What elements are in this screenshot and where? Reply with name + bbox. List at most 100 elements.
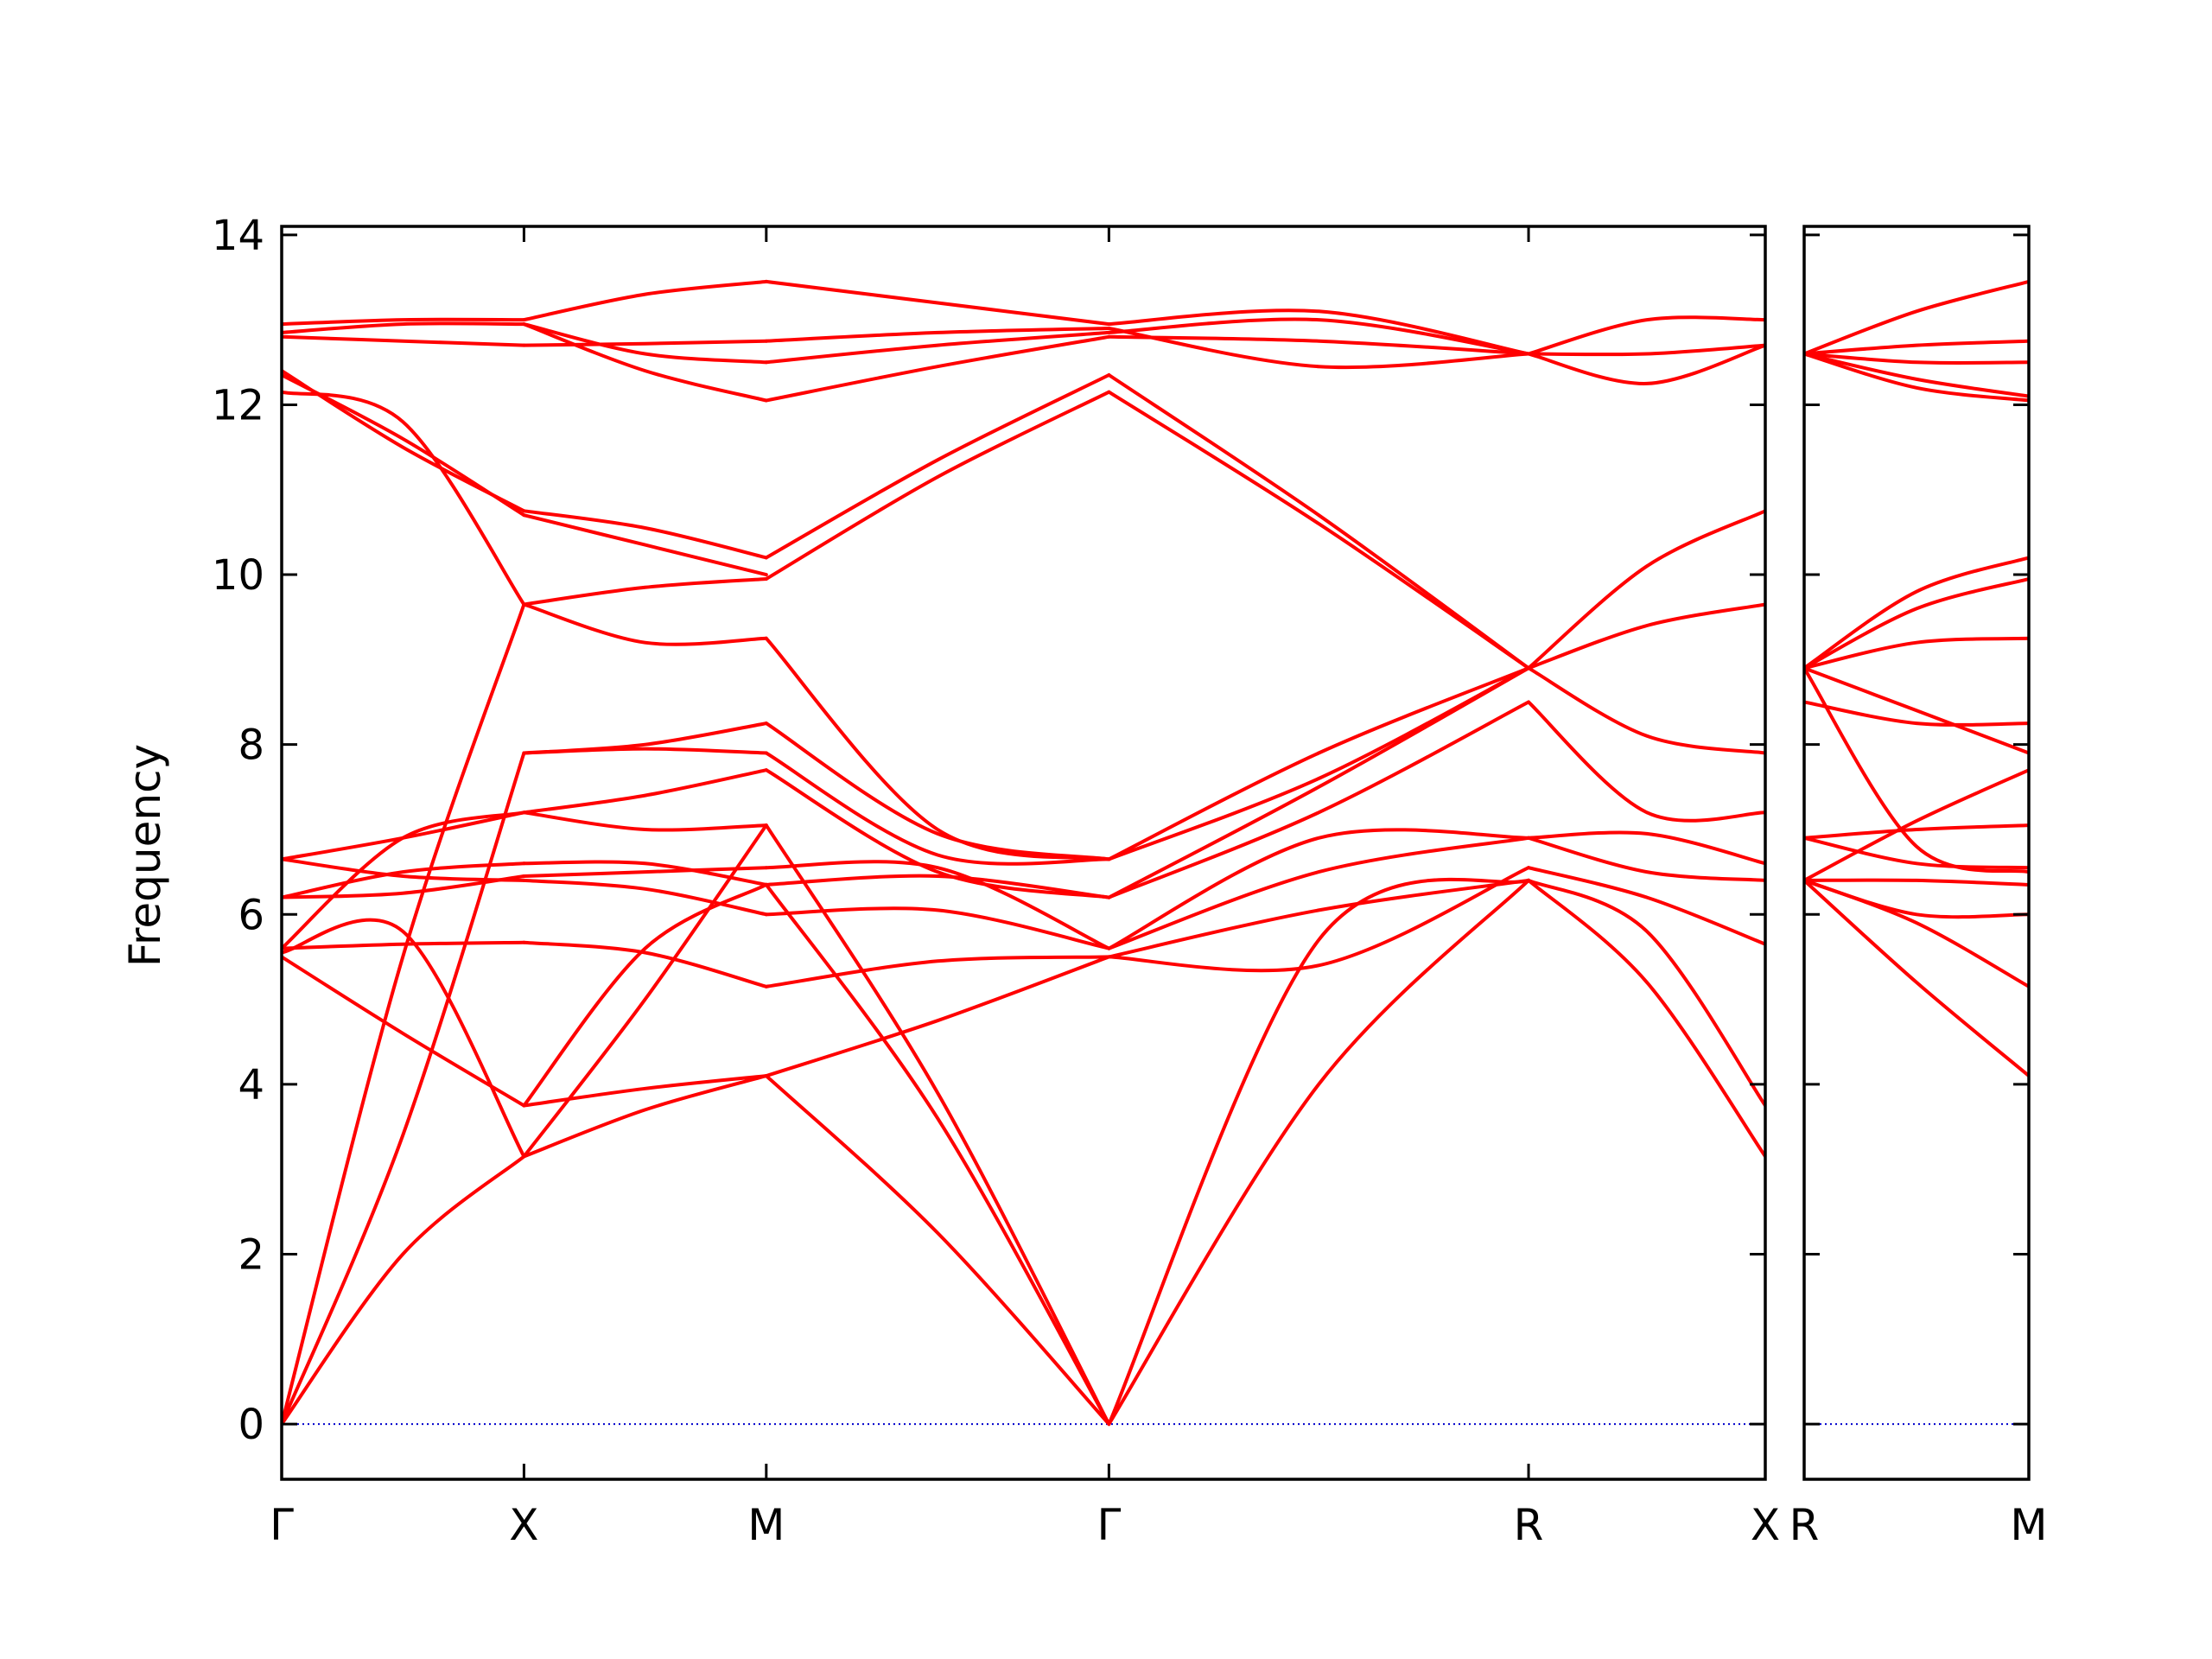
x-tick-label: X: [509, 1500, 538, 1550]
band-line-Γ-X-16: [282, 321, 526, 334]
band-line-R-M-16: [1804, 352, 2029, 403]
band-line-Γ-R-16: [1107, 308, 1530, 356]
band-line-R-X-12: [1527, 315, 1765, 356]
band-line-R-M-6: [1804, 823, 2029, 840]
band-line-R-X-7: [1527, 666, 1765, 755]
band-line-R-M-14: [1804, 339, 2029, 356]
band-line-M-Γ-2: [764, 955, 1111, 1078]
band-line-R-M-5: [1804, 836, 2029, 870]
y-tick-label: 6: [238, 891, 264, 939]
band-line-X-M-8: [522, 860, 768, 887]
band-line-M-Γ-18: [764, 279, 1111, 327]
band-line-Γ-R-2: [1107, 877, 1530, 1427]
band-line-R-X-2: [1527, 878, 1765, 1108]
x-tick-label: Γ: [1096, 1500, 1121, 1550]
band-line-Γ-X-15: [282, 334, 526, 347]
band-line-R-M-18: [1804, 279, 2029, 356]
y-tick-label: 8: [238, 721, 264, 770]
band-line-M-Γ-17: [764, 327, 1111, 343]
band-line-Γ-R-5: [1107, 836, 1530, 950]
band-line-M-Γ-7: [764, 860, 1111, 950]
band-line-X-M-17: [522, 339, 768, 347]
band-line-R-M-9: [1804, 666, 2029, 755]
band-line-R-M-12: [1804, 577, 2029, 671]
band-line-X-M-19: [522, 322, 768, 365]
band-line-M-Γ-13: [764, 390, 1111, 581]
band-line-X-M-20: [522, 279, 768, 322]
band-line-X-M-3: [522, 1074, 768, 1108]
band-line-Γ-R-9: [1107, 666, 1530, 861]
band-line-Γ-R-10: [1107, 666, 1530, 861]
band-line-M-Γ-5: [764, 823, 1111, 1427]
band-line-R-M-13: [1804, 556, 2029, 671]
band-line-X-M-7: [522, 866, 768, 878]
band-line-X-M-5: [522, 940, 768, 988]
band-line-R-X-9: [1527, 509, 1765, 671]
y-axis-label: Frequency: [120, 744, 170, 967]
band-line-X-M-15: [522, 513, 768, 577]
band-line-Γ-X-14: [282, 369, 526, 513]
band-line-M-Γ-16: [764, 330, 1111, 365]
x-tick-label: R: [1514, 1500, 1544, 1550]
x-tick-label: M: [2010, 1500, 2047, 1550]
band-line-R-X-10: [1527, 343, 1765, 357]
band-line-Γ-X-5: [282, 918, 526, 1159]
band-line-X-M-18: [522, 322, 768, 403]
band-line-Γ-R-14: [1107, 317, 1530, 356]
panel-plot-area: [1804, 279, 2029, 1426]
band-line-Γ-X-4: [282, 955, 526, 1108]
band-line-Γ-R-12: [1107, 373, 1530, 671]
y-tick-label: 0: [238, 1401, 264, 1449]
band-line-M-Γ-4: [764, 882, 1111, 1427]
band-line-Γ-X-11: [282, 810, 526, 861]
band-line-M-Γ-12: [764, 636, 1111, 861]
band-line-M-Γ-6: [764, 906, 1111, 950]
panel-plot-area: [282, 279, 1765, 1427]
band-line-R-M-8: [1804, 700, 2029, 727]
band-line-Γ-X-9: [282, 861, 526, 899]
band-line-X-M-6: [522, 878, 768, 917]
band-line-Γ-X-2: [282, 751, 526, 1427]
band-line-Γ-R-7: [1107, 700, 1530, 899]
band-line-R-M-17: [1804, 352, 2029, 398]
band-line-M-Γ-1: [764, 1074, 1111, 1427]
band-line-X-M-12: [522, 721, 768, 755]
band-line-X-M-9: [522, 810, 768, 832]
x-tick-label: R: [1789, 1500, 1820, 1550]
band-line-Γ-R-4: [1107, 878, 1530, 959]
band-line-Γ-X-6: [282, 940, 526, 950]
y-tick-label: 12: [212, 381, 264, 429]
band-line-X-M-1: [522, 1074, 768, 1159]
panel-1: 0 2 4 6 8 10 12 14 Γ X M Γ R X: [212, 212, 1780, 1550]
x-tick-label: Γ: [270, 1500, 294, 1550]
band-line-R-X-5: [1527, 830, 1765, 866]
band-line-R-M-4: [1804, 878, 2029, 887]
band-line-Γ-R-15: [1107, 327, 1530, 370]
band-line-M-Γ-3: [764, 955, 1111, 988]
panel-frame: [280, 225, 1767, 1481]
band-line-M-Γ-9: [764, 768, 1111, 899]
band-line-R-M-1: [1804, 878, 2029, 1078]
band-line-Γ-R-3: [1107, 866, 1530, 973]
band-line-R-X-11: [1527, 343, 1765, 385]
band-line-R-X-3: [1527, 866, 1765, 946]
x-tick-label: M: [747, 1500, 785, 1550]
band-line-R-X-8: [1527, 602, 1765, 671]
band-line-Γ-R-1: [1107, 878, 1530, 1427]
y-tick-label: 10: [212, 551, 264, 600]
band-line-M-Γ-14: [764, 373, 1111, 560]
band-line-Γ-X-1: [282, 1154, 526, 1427]
band-line-X-M-14: [522, 577, 768, 607]
band-line-M-Γ-8: [764, 874, 1111, 899]
band-line-R-M-7: [1804, 768, 2029, 882]
band-line-R-M-11: [1804, 636, 2029, 671]
band-line-Γ-X-10: [282, 857, 526, 882]
band-line-R-X-1: [1527, 878, 1765, 1159]
band-line-R-M-3: [1804, 878, 2029, 919]
band-line-R-M-15: [1804, 352, 2029, 365]
band-line-R-X-4: [1527, 836, 1765, 882]
